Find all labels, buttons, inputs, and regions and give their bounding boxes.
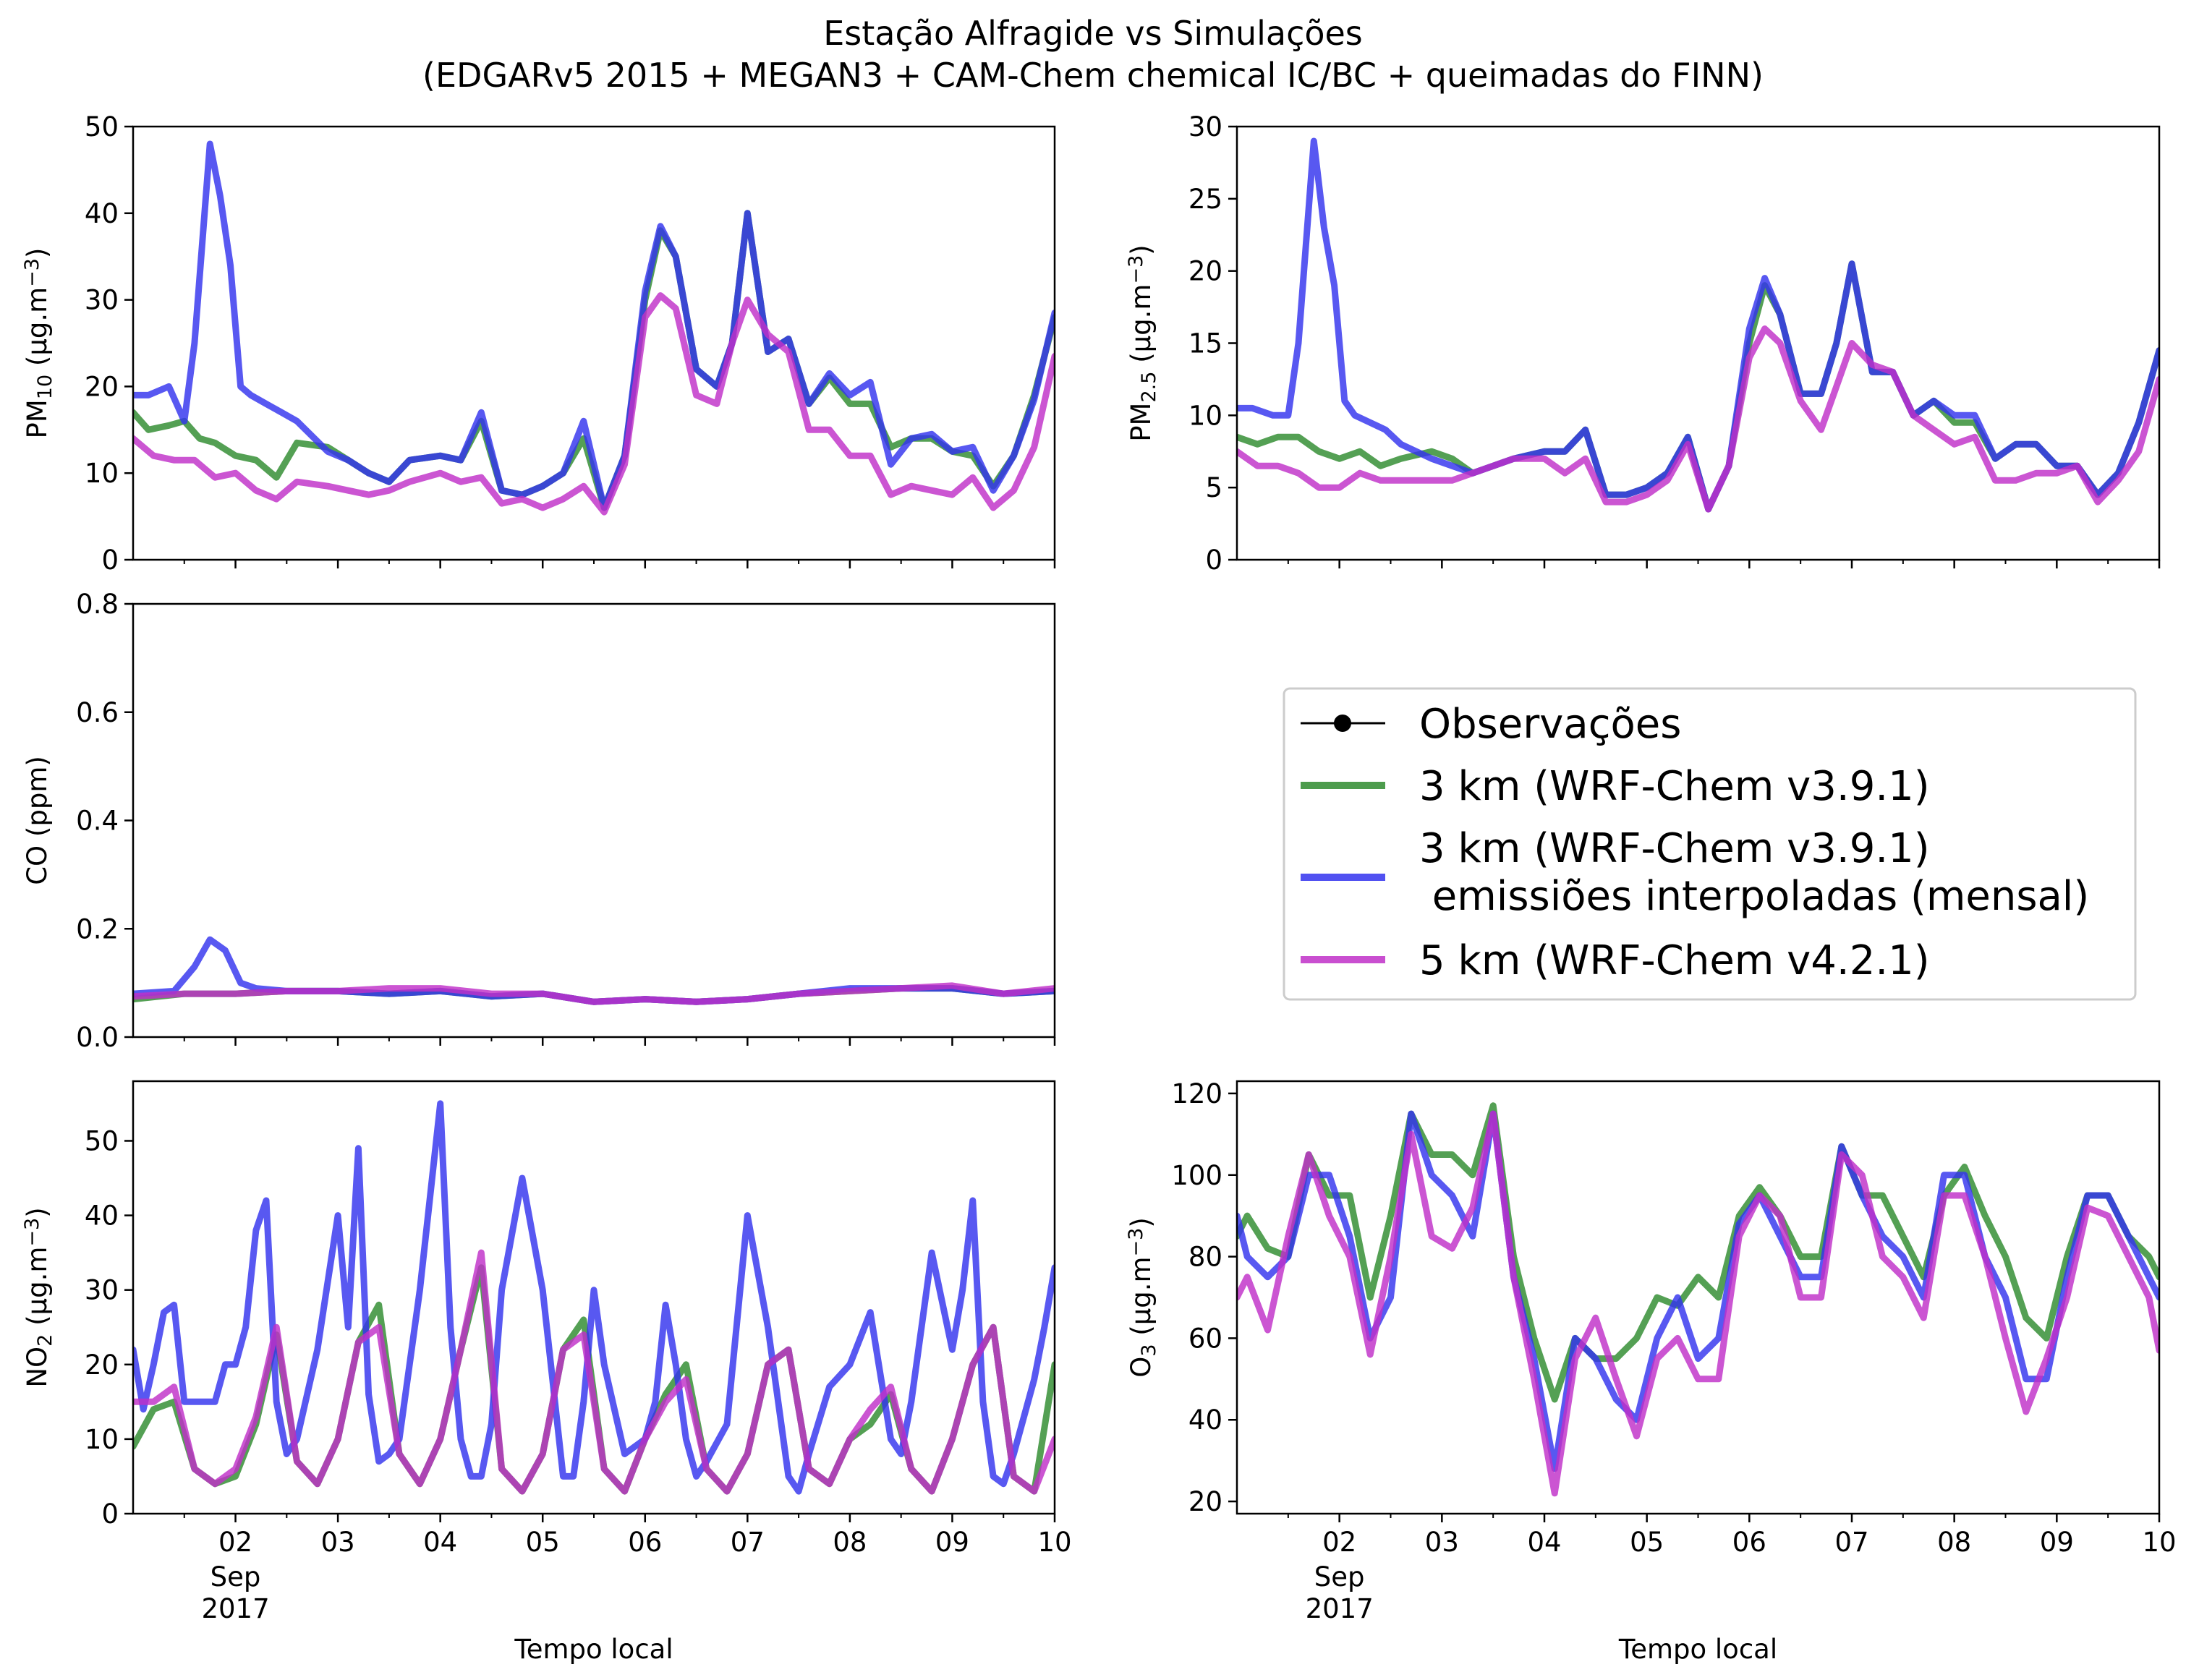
pm10-ytick-label: 20 [85, 371, 119, 402]
pm10-ylabel: PM10 (μg.m−3) [21, 248, 56, 439]
o3-series-line-1 [1237, 1102, 2159, 1403]
pm25-ytick-label: 30 [1188, 111, 1222, 142]
o3-ytick-label: 40 [1188, 1404, 1222, 1436]
pm10-ytick-label: 0 [101, 545, 119, 576]
o3-xtick-label: 04 [1527, 1527, 1561, 1558]
no2-ytick-label: 30 [85, 1275, 119, 1306]
pm10-series-line-2 [133, 140, 1055, 511]
co-panel: 0.0 0.2 0.4 0.6 0.8 CO (ppm) [22, 589, 1056, 1053]
pm25-series-group [1237, 137, 2159, 513]
pm10-series-group [133, 140, 1055, 516]
no2-ytick-label: 50 [85, 1125, 119, 1156]
o3-ytick-label: 60 [1188, 1323, 1222, 1354]
figure-title-line-1: Estação Alfragide vs Simulações [823, 14, 1363, 53]
o3-xtick-month: Sep [1314, 1561, 1365, 1592]
no2-xtick-month: Sep [210, 1561, 261, 1592]
co-series-group [133, 936, 1055, 1005]
no2-ytick-label: 10 [85, 1424, 119, 1455]
legend-observations-label: Observações [1419, 701, 1681, 748]
pm25-series-line-2 [1237, 137, 2159, 513]
o3-xtick-label: 03 [1425, 1527, 1459, 1558]
legend-3km-interp-label-line2: emissiões interpoladas (mensal) [1419, 873, 2089, 920]
o3-series-line-2 [1237, 1110, 2159, 1472]
no2-ytick-label: 20 [85, 1349, 119, 1381]
legend: Observações 3 km (WRF-Chem v3.9.1) 3 km … [1283, 687, 2137, 1001]
o3-xtick-label: 08 [1937, 1527, 1971, 1558]
o3-xtick-label: 05 [1630, 1527, 1664, 1558]
co-ylabel: CO (ppm) [22, 756, 53, 885]
o3-ytick-label: 20 [1188, 1486, 1222, 1517]
pm10-ytick-label: 30 [85, 285, 119, 316]
pm25-series-line-3 [1237, 325, 2159, 513]
no2-xtick-label: 03 [321, 1527, 355, 1558]
pm25-ytick-label: 0 [1205, 545, 1222, 576]
co-series-line-3 [133, 982, 1055, 1005]
no2-series-line-2 [133, 1100, 1055, 1495]
o3-xtick-label: 10 [2142, 1527, 2176, 1558]
o3-xtick-label: 09 [2040, 1527, 2074, 1558]
pm10-panel: 0 10 20 30 40 50 PM10 (μg.m−3) [21, 111, 1056, 576]
o3-xtick-label: 02 [1322, 1527, 1356, 1558]
no2-xtick-label: 10 [1037, 1527, 1071, 1558]
no2-series-group [133, 1100, 1055, 1495]
o3-xtick-year: 2017 [1306, 1593, 1374, 1624]
o3-ytick-label: 100 [1171, 1160, 1222, 1191]
co-ytick-label: 0.2 [76, 913, 119, 945]
pm10-ytick-label: 50 [85, 111, 119, 142]
no2-ytick-label: 40 [85, 1201, 119, 1232]
pm25-ytick-label: 25 [1188, 184, 1222, 215]
no2-xtick-label: 04 [423, 1527, 457, 1558]
pm25-ytick-label: 5 [1205, 472, 1222, 503]
o3-series-group [1237, 1102, 2159, 1497]
pm25-ytick-label: 20 [1188, 256, 1222, 287]
no2-xtick-label: 02 [218, 1527, 252, 1558]
pm25-ytick-label: 10 [1188, 400, 1222, 431]
co-ytick-label: 0.0 [76, 1022, 119, 1053]
o3-xlabel: Tempo local [1618, 1634, 1777, 1665]
no2-xtick-label: 09 [935, 1527, 969, 1558]
pm25-panel: 0 5 10 15 20 25 30 PM2.5 (μg.m−3) [1125, 111, 2161, 576]
pm10-series-line-3 [133, 292, 1055, 516]
no2-ytick-label: 0 [101, 1498, 119, 1530]
pm25-ytick-label: 15 [1188, 328, 1222, 359]
no2-ylabel: NO2 (μg.m−3) [21, 1207, 56, 1387]
o3-series-line-3 [1237, 1110, 2159, 1497]
no2-xtick-year: 2017 [201, 1593, 269, 1624]
legend-frame [1283, 687, 2137, 1001]
no2-xtick-label: 06 [628, 1527, 662, 1558]
co-ytick-label: 0.8 [76, 589, 119, 620]
no2-xtick-label: 08 [833, 1527, 867, 1558]
legend-observations-marker [1334, 715, 1351, 732]
o3-ytick-label: 120 [1171, 1078, 1222, 1109]
o3-ylabel: O3 (μg.m−3) [1125, 1217, 1160, 1378]
legend-5km-label: 5 km (WRF-Chem v4.2.1) [1419, 937, 1930, 984]
o3-ytick-label: 80 [1188, 1242, 1222, 1273]
no2-xtick-label: 05 [526, 1527, 560, 1558]
pm10-ytick-label: 40 [85, 198, 119, 229]
no2-xlabel: Tempo local [514, 1634, 673, 1665]
co-ytick-label: 0.4 [76, 806, 119, 837]
pm25-ylabel: PM2.5 (μg.m−3) [1125, 244, 1160, 441]
no2-xtick-label: 07 [731, 1527, 765, 1558]
legend-3km-label: 3 km (WRF-Chem v3.9.1) [1419, 763, 1930, 810]
figure-title-line-2: (EDGARv5 2015 + MEGAN3 + CAM-Chem chemic… [422, 56, 1764, 95]
no2-series-line-3 [133, 1249, 1055, 1495]
co-axes-frame [132, 602, 1056, 1039]
o3-xtick-label: 07 [1834, 1527, 1868, 1558]
legend-3km-interp-label: 3 km (WRF-Chem v3.9.1) [1419, 825, 1930, 872]
co-ytick-label: 0.6 [76, 697, 119, 728]
pm10-ytick-label: 10 [85, 458, 119, 489]
o3-xtick-label: 06 [1732, 1527, 1766, 1558]
pm25-axes-frame [1236, 125, 2161, 561]
